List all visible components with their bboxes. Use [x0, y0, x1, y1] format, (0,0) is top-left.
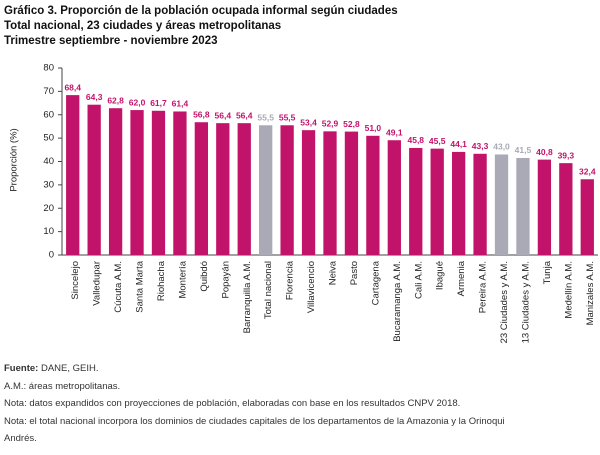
- bar: [559, 163, 573, 255]
- x-tick-label: Sincelejo: [70, 261, 81, 300]
- x-tick-label: Valledupar: [92, 261, 103, 306]
- value-label: 43,0: [493, 142, 510, 152]
- bar: [494, 154, 509, 255]
- value-label: 49,1: [386, 127, 403, 137]
- bar: [580, 179, 594, 255]
- x-tick-label: Santa Marta: [135, 260, 146, 312]
- note: Andrés.: [4, 433, 37, 444]
- y-tick-label: 60: [43, 109, 54, 120]
- notes: Fuente: DANE, GEIH. A.M.: áreas metropol…: [4, 360, 505, 448]
- bar: [87, 104, 101, 255]
- bar: [387, 140, 401, 255]
- value-label: 52,8: [343, 119, 360, 129]
- bar: [409, 147, 423, 255]
- y-tick-label: 10: [43, 226, 54, 237]
- note: A.M.: áreas metropolitanas.: [4, 380, 121, 392]
- y-tick-label: 70: [43, 86, 54, 97]
- value-label: 53,4: [300, 117, 317, 127]
- value-label: 68,4: [64, 82, 81, 92]
- value-label: 62,0: [129, 97, 146, 107]
- subtitle: Trimestre septiembre - noviembre 2023: [4, 35, 218, 47]
- y-tick-label: 0: [49, 250, 54, 261]
- value-label: 41,5: [515, 145, 532, 155]
- value-label: 43,3: [472, 141, 489, 151]
- x-tick-label: Total nacional: [263, 261, 274, 319]
- value-label: 52,9: [322, 119, 339, 129]
- x-tick-label: Montería: [177, 260, 188, 298]
- bar: [473, 153, 487, 255]
- header: Gráfico 3. Proporción de la población oc…: [4, 4, 398, 49]
- x-tick-label: Pereira A.M.: [478, 261, 489, 313]
- value-label: 62,8: [107, 95, 124, 105]
- x-tick-label: Medellín A.M.: [563, 261, 574, 319]
- bar: [151, 110, 166, 256]
- value-label: 32,4: [579, 167, 596, 177]
- chart-title: Gráfico 3. Proporción de la población oc…: [4, 5, 398, 17]
- y-tick-label: 30: [43, 179, 54, 190]
- y-tick-label: 80: [43, 63, 54, 74]
- bar: [537, 159, 552, 255]
- value-label: 45,5: [429, 136, 446, 146]
- value-label: 56,8: [193, 109, 210, 119]
- x-tick-label: Popayán: [220, 261, 231, 299]
- bar: [108, 108, 123, 255]
- bar: [344, 131, 359, 255]
- x-tick-label: Tunja: [542, 260, 553, 284]
- x-tick-label: Cali A.M.: [413, 261, 424, 299]
- bar: [259, 125, 273, 255]
- bar: [130, 110, 144, 255]
- y-axis-label: Proporción (%): [9, 128, 20, 191]
- value-label: 64,3: [86, 92, 103, 102]
- x-tick-label: Villavicencio: [306, 261, 317, 313]
- x-tick-label: Barranquilla A.M.: [242, 261, 253, 333]
- bar: [323, 131, 337, 255]
- chart: Proporción (%) 0 10 20 30 40 50 60 70 80 Sincelej…: [9, 63, 598, 343]
- value-label: 39,3: [558, 150, 575, 160]
- bar: [280, 125, 294, 255]
- note: Nota: datos expandidos con proyecciones …: [4, 398, 461, 409]
- x-tick-label: 13 Ciudades y A.M.: [520, 261, 531, 343]
- x-tick-label: Ibagué: [435, 261, 446, 290]
- x-tick-label: Neiva: [328, 260, 339, 285]
- bar: [366, 135, 380, 255]
- bar: [194, 122, 209, 255]
- value-label: 45,8: [407, 135, 424, 145]
- bar: [237, 123, 251, 255]
- x-tick-label: Pasto: [349, 261, 360, 285]
- bar: [216, 123, 230, 255]
- value-label: 51,0: [365, 123, 382, 133]
- bar: [430, 148, 444, 255]
- value-label: 55,5: [257, 113, 274, 123]
- value-label: 44,1: [450, 139, 467, 149]
- note: Nota: el total nacional incorpora los do…: [4, 415, 505, 427]
- value-label: 55,5: [279, 113, 296, 123]
- bar: [173, 111, 187, 255]
- bar: [301, 130, 316, 255]
- source-label: Fuente:: [4, 363, 39, 374]
- x-tick-label: Florencia: [285, 260, 296, 300]
- value-label: 56,4: [215, 110, 232, 120]
- bar: [451, 151, 466, 255]
- x-tick-label: 23 Ciudades y A.M.: [499, 261, 510, 343]
- value-label: 61,7: [150, 98, 167, 108]
- x-tick-label: Armenia: [456, 260, 467, 296]
- bar: [66, 95, 80, 256]
- x-tick-label: Manizales A.M.: [585, 261, 596, 325]
- y-tick-label: 40: [43, 156, 54, 167]
- value-label: 61,4: [172, 99, 189, 109]
- subtitle: Total nacional, 23 ciudades y áreas metr…: [4, 20, 282, 32]
- x-tick-label: Bucaramanga A.M.: [392, 261, 403, 342]
- source: Fuente: DANE, GEIH.: [4, 360, 505, 378]
- bar: [516, 157, 530, 255]
- x-tick-label: Quibdó: [199, 261, 210, 292]
- x-tick-label: Riohacha: [156, 260, 167, 301]
- x-tick-label: Cartagena: [370, 260, 381, 305]
- source-text: DANE, GEIH.: [40, 363, 99, 374]
- y-tick-label: 20: [43, 203, 54, 214]
- value-label: 56,4: [236, 110, 253, 120]
- x-tick-label: Cúcuta A.M.: [113, 261, 124, 313]
- y-tick-label: 50: [43, 133, 54, 144]
- value-label: 40,8: [536, 147, 553, 157]
